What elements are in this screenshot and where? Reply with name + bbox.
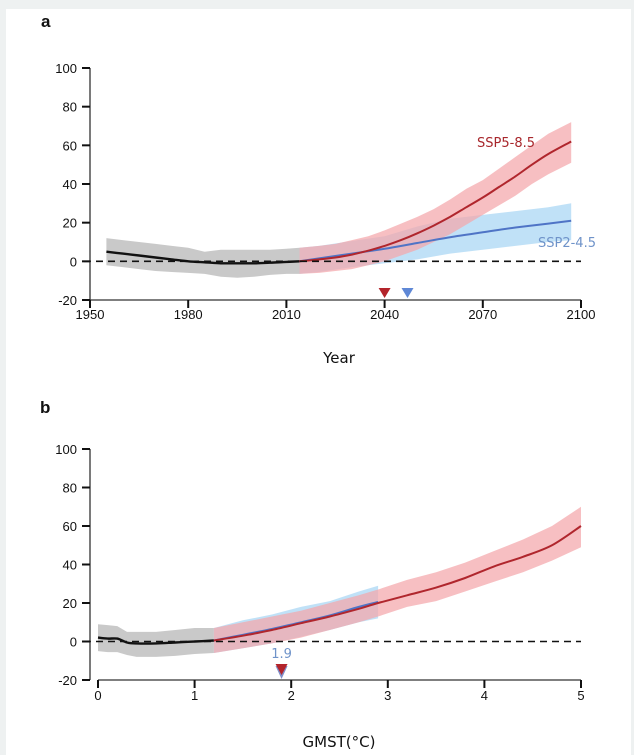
- panel-label-a: a: [41, 12, 51, 31]
- y-tick-label: 100: [55, 442, 77, 457]
- y-tick-label: -20: [58, 673, 77, 688]
- x-tick-label: 1980: [174, 307, 203, 322]
- x-tick-label: 2100: [567, 307, 596, 322]
- line-ssp5-8-5: [299, 140, 572, 263]
- series-label-ssp245: SSP2-4.5: [538, 236, 596, 251]
- line-historical: [106, 250, 300, 265]
- y-tick-label: 80: [63, 100, 77, 115]
- x-tick-label: 4: [481, 688, 488, 703]
- y-tick-label: -20: [58, 293, 77, 308]
- y-tick-label: 60: [63, 519, 77, 534]
- x-tick-label: 5: [577, 688, 584, 703]
- y-tick-label: 40: [63, 558, 77, 573]
- band-historical: [98, 624, 214, 657]
- band-ssp5-8-5: [213, 506, 581, 653]
- line-ssp5-8-5: [213, 525, 582, 642]
- x-tick-label: 2040: [370, 307, 399, 322]
- bands-b: [98, 506, 581, 657]
- line-historical: [97, 636, 214, 645]
- panel-label-b: b: [40, 398, 50, 417]
- x-tick-label: 1950: [76, 307, 105, 322]
- line-ssp2-4-5: [299, 219, 572, 263]
- x-tick-label: 1: [191, 688, 198, 703]
- marker-ssp2-4-5: [401, 288, 414, 298]
- marker-ssp5-8-5: [378, 288, 391, 298]
- y-tick-label: 40: [63, 177, 77, 192]
- x-tick-label: 2070: [468, 307, 497, 322]
- marker-label: 1.9: [271, 647, 292, 662]
- series-label-ssp585: SSP5-8.5: [477, 136, 535, 151]
- marker-ssp5-8-5: [275, 664, 288, 675]
- markers-b: 1.9: [271, 647, 292, 679]
- x-tick-label: 0: [94, 688, 101, 703]
- x-tick-label: 3: [384, 688, 391, 703]
- axes-b: 100 80 60 40 20 0 -20 0 1 2 3 4 5: [55, 442, 584, 703]
- markers-a: [378, 288, 414, 298]
- lines-b: [97, 525, 582, 645]
- x-axis-title-a: Year: [322, 349, 356, 367]
- x-tick-label: 2: [288, 688, 295, 703]
- y-tick-label: 20: [63, 216, 77, 231]
- y-tick-label: 0: [70, 635, 77, 650]
- y-tick-label: 80: [63, 481, 77, 496]
- chart-b-gmst: b 100 80 60 40 20 0 -20 0 1 2 3 4 5 1.9 GMST(°C): [40, 398, 585, 751]
- lines-a: [106, 140, 572, 265]
- y-tick-label: 60: [63, 138, 77, 153]
- y-tick-label: 0: [70, 254, 77, 269]
- x-tick-label: 2010: [272, 307, 301, 322]
- y-tick-label: 100: [55, 61, 77, 76]
- x-axis-title-b: GMST(°C): [303, 733, 376, 751]
- y-tick-label: 20: [63, 596, 77, 611]
- band-historical: [106, 238, 300, 278]
